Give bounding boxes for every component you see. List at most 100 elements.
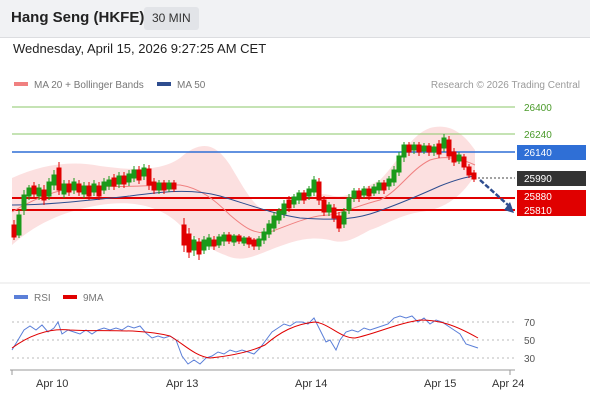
candle [256, 236, 262, 250]
candle [406, 142, 412, 156]
ma50-swatch-icon [157, 82, 171, 87]
level-pivot-label: 26140 [524, 148, 552, 159]
candle [331, 204, 337, 222]
candle [121, 172, 127, 188]
candle [226, 232, 232, 244]
forecast-arrow-icon [479, 179, 514, 213]
candle [326, 202, 332, 216]
candle [156, 180, 162, 194]
candle [101, 178, 107, 194]
candle [431, 144, 437, 156]
candle [401, 142, 407, 162]
candle [41, 185, 47, 205]
candle [276, 208, 282, 224]
candle [231, 234, 237, 246]
candle [126, 170, 132, 186]
level-current-tag [517, 171, 586, 186]
candle [346, 194, 352, 214]
candle [396, 152, 402, 176]
bollinger-swatch-icon [14, 82, 28, 87]
candle [206, 234, 212, 250]
instrument-title: Hang Seng (HKFE) [11, 9, 145, 26]
candle [466, 164, 472, 178]
candle [96, 182, 102, 200]
candle [251, 238, 257, 250]
candle [261, 228, 267, 244]
candle [131, 166, 137, 182]
candle [46, 178, 52, 200]
candle [416, 142, 422, 156]
timeframe-badge[interactable]: 30 MIN [144, 7, 199, 30]
candle [211, 236, 217, 250]
ma50-line [11, 175, 476, 220]
legend-9ma: 9MA [63, 293, 104, 304]
candle [31, 182, 37, 198]
candle [11, 220, 17, 240]
rsi-swatch-icon [14, 295, 28, 300]
candle [426, 143, 432, 156]
candle [201, 236, 207, 254]
rsi-9ma-line [11, 319, 479, 359]
candle [286, 196, 292, 212]
candle [266, 220, 272, 238]
candle [341, 208, 347, 228]
header-bar: Hang Seng (HKFE) 30 MIN [0, 0, 590, 38]
candle [471, 170, 477, 182]
legend-ma50: MA 50 [157, 80, 205, 91]
candle [26, 185, 32, 200]
candle [461, 154, 467, 170]
level-current-label: 25990 [524, 174, 552, 185]
candle [301, 190, 307, 204]
candle [356, 188, 362, 202]
candle [66, 180, 72, 196]
candle [136, 166, 142, 184]
candle [361, 186, 367, 198]
candle [291, 194, 297, 208]
candle [56, 162, 62, 195]
candle [236, 234, 242, 244]
candle [316, 178, 322, 205]
candle [191, 236, 197, 256]
candles [11, 134, 477, 260]
candle [321, 196, 327, 216]
x-label-apr14: Apr 14 [295, 378, 327, 390]
legend-bollinger-label: MA 20 + Bollinger Bands [34, 80, 144, 91]
candle [86, 182, 92, 200]
rsi-50-label: 50 [524, 336, 536, 347]
candle [241, 236, 247, 246]
level-s1-label: 25880 [524, 192, 552, 203]
candle [436, 140, 442, 158]
level-pivot-tag [517, 145, 586, 160]
candle [351, 188, 357, 202]
candle [76, 180, 82, 196]
rsi-30-label: 30 [524, 354, 536, 365]
datetime-label: Wednesday, April 15, 2026 9:27:25 AM CET [13, 41, 267, 56]
candle [51, 170, 57, 190]
x-label-apr10: Apr 10 [36, 378, 68, 390]
candle [71, 178, 77, 194]
level-s1-tag [517, 190, 586, 203]
candle [296, 190, 302, 204]
candle [246, 236, 252, 248]
legend-9ma-label: 9MA [83, 293, 104, 304]
candle [141, 164, 147, 180]
candle [186, 228, 192, 258]
candle [271, 212, 277, 232]
legend-rsi-label: RSI [34, 293, 51, 304]
candle [91, 180, 97, 196]
candle [146, 165, 152, 190]
level-s2-tag [517, 203, 586, 216]
legend-rsi: RSI [14, 293, 51, 304]
candle [181, 218, 187, 252]
candle [61, 180, 67, 198]
legend-bollinger: MA 20 + Bollinger Bands [14, 80, 144, 91]
candle [36, 184, 42, 200]
candle [106, 176, 112, 190]
candle [111, 174, 117, 190]
x-label-apr24: Apr 24 [492, 378, 524, 390]
candle [161, 180, 167, 194]
level-r1-label: 26240 [524, 130, 552, 141]
candle [381, 180, 387, 194]
copyright: Research © 2026 Trading Central [430, 80, 580, 91]
